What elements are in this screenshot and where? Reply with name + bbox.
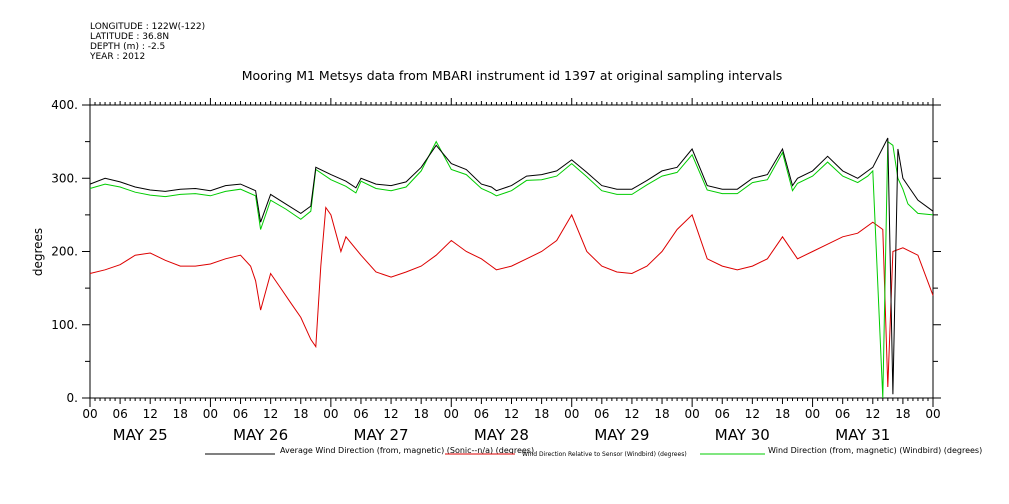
x-hour-label: 12 bbox=[504, 407, 519, 421]
x-hour-label: 06 bbox=[112, 407, 127, 421]
legend-label: Wind Direction (from, magnetic) (Windbir… bbox=[768, 446, 982, 455]
legend-label: Wind Direction Relative to Sensor (Windb… bbox=[522, 451, 687, 458]
x-hour-label: 12 bbox=[745, 407, 760, 421]
x-hour-label: 06 bbox=[353, 407, 368, 421]
x-hour-label: 18 bbox=[414, 407, 429, 421]
metadata-block: LONGITUDE : 122W(-122) LATITUDE : 36.8N … bbox=[90, 22, 205, 62]
y-tick-label: 300. bbox=[51, 171, 78, 185]
chart-title: Mooring M1 Metsys data from MBARI instru… bbox=[242, 68, 783, 83]
y-tick-label: 200. bbox=[51, 245, 78, 259]
x-hour-label: 00 bbox=[925, 407, 940, 421]
x-day-label: MAY 30 bbox=[715, 426, 770, 444]
x-tick-labels: 00 06 12 18 00 06 12 18 00 06 12 18 00 06 12 18 00 06 12 18… bbox=[82, 407, 940, 444]
y-tick-label: 100. bbox=[51, 318, 78, 332]
x-hour-label: 12 bbox=[143, 407, 158, 421]
x-hour-label: 18 bbox=[293, 407, 308, 421]
x-hour-label: 18 bbox=[895, 407, 910, 421]
y-tick-label: 0. bbox=[67, 391, 78, 405]
legend-label: Average Wind Direction (from, magnetic) … bbox=[280, 446, 534, 455]
x-hour-label: 06 bbox=[715, 407, 730, 421]
y-tick-label: 400. bbox=[51, 98, 78, 112]
y-axis-label: degrees bbox=[31, 228, 45, 276]
x-day-label: MAY 31 bbox=[835, 426, 890, 444]
x-day-label: MAY 25 bbox=[113, 426, 168, 444]
series-line-1 bbox=[89, 206, 934, 388]
x-hour-label: 00 bbox=[82, 407, 97, 421]
x-hour-label: 12 bbox=[624, 407, 639, 421]
series-line-2 bbox=[89, 140, 934, 399]
x-hour-label: 00 bbox=[685, 407, 700, 421]
plot-frame bbox=[89, 104, 934, 399]
x-hour-label: 00 bbox=[805, 407, 820, 421]
x-hour-label: 06 bbox=[233, 407, 248, 421]
x-hour-label: 06 bbox=[835, 407, 850, 421]
x-day-label: MAY 29 bbox=[594, 426, 649, 444]
x-hour-label: 06 bbox=[594, 407, 609, 421]
y-tick-labels: 0. 100. 200. 300. 400. bbox=[51, 98, 78, 405]
x-hour-label: 12 bbox=[383, 407, 398, 421]
series-lines bbox=[89, 137, 934, 399]
x-hour-label: 00 bbox=[323, 407, 338, 421]
x-hour-label: 18 bbox=[775, 407, 790, 421]
x-day-label: MAY 26 bbox=[233, 426, 288, 444]
x-hour-label: 12 bbox=[865, 407, 880, 421]
legend: Average Wind Direction (from, magnetic) … bbox=[205, 446, 982, 458]
year-text: YEAR : 2012 bbox=[90, 52, 146, 62]
series-line-0 bbox=[89, 137, 934, 395]
x-hour-label: 18 bbox=[534, 407, 549, 421]
x-hour-label: 00 bbox=[203, 407, 218, 421]
x-hour-label: 12 bbox=[263, 407, 278, 421]
x-hour-label: 18 bbox=[173, 407, 188, 421]
longitude-text: LONGITUDE : 122W(-122) bbox=[90, 22, 206, 32]
x-hour-label: 18 bbox=[654, 407, 669, 421]
depth-text: DEPTH (m) : -2.5 bbox=[90, 42, 166, 52]
x-day-label: MAY 27 bbox=[354, 426, 409, 444]
x-hour-label: 00 bbox=[444, 407, 459, 421]
x-hour-label: 06 bbox=[474, 407, 489, 421]
axis-ticks bbox=[82, 98, 941, 407]
x-hour-label: 00 bbox=[564, 407, 579, 421]
latitude-text: LATITUDE : 36.8N bbox=[90, 32, 170, 42]
x-day-label: MAY 28 bbox=[474, 426, 529, 444]
